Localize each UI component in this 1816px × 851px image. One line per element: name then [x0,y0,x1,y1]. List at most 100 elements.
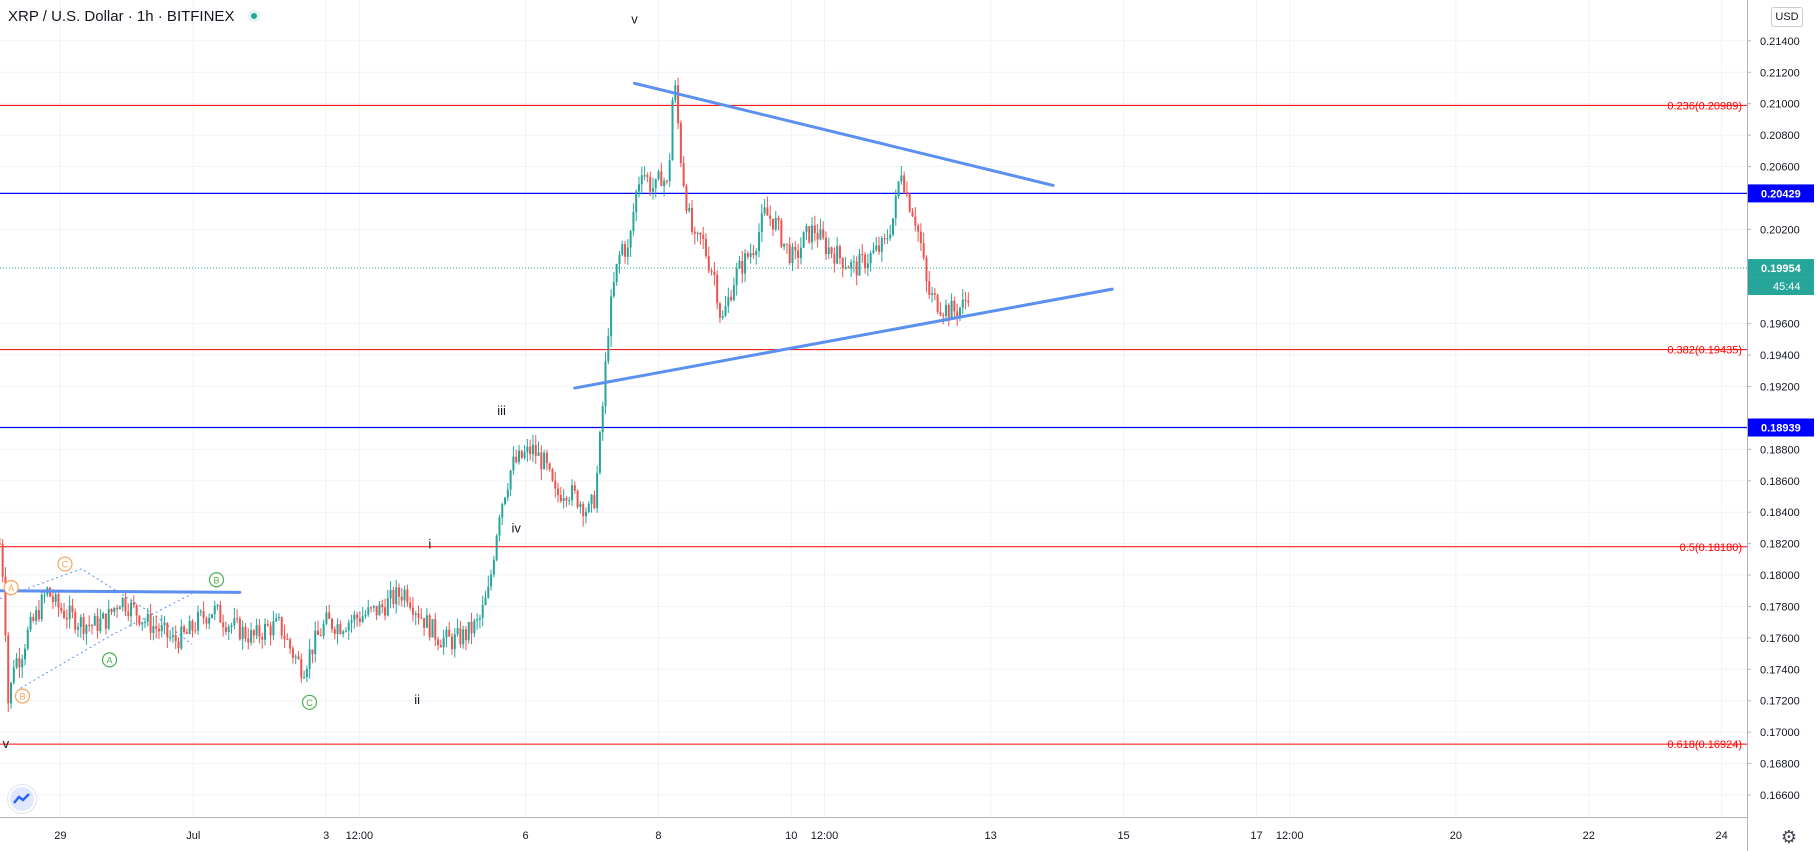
candle [294,654,297,665]
candle [88,615,91,632]
candle [434,612,437,647]
candle-body [769,215,772,219]
candle [185,628,188,635]
time-axis-panel [0,817,1747,851]
candle-body [596,472,599,509]
candle-body [258,625,261,637]
candle [626,239,629,265]
candle-body [931,293,934,295]
price-tick-label: 0.18200 [1760,539,1800,551]
candle [210,613,213,619]
candle-body [51,596,54,602]
currency-button[interactable]: USD [1771,7,1803,27]
candle [520,449,523,460]
candle [501,502,504,526]
price-tick-label: 0.19400 [1760,350,1800,362]
candle-body [272,621,275,636]
candle-body [400,596,403,601]
time-tick-label: Jul [186,830,200,842]
candle [266,619,269,627]
candle [827,237,830,260]
price-tick-label: 0.17800 [1760,601,1800,613]
candle [107,599,110,631]
current-price-tag: 0.19954 [1748,259,1814,278]
candle [774,211,777,232]
candle [199,609,202,617]
candle [375,605,378,621]
candle [657,169,660,181]
candle [171,626,174,643]
candle-body [347,622,350,631]
candle-body [10,682,13,704]
candle-body [319,635,322,637]
candle [297,651,300,660]
candle [127,603,130,622]
candle-body [127,611,130,617]
candle-body [82,617,85,634]
candle-body [395,587,398,605]
candle-body [551,469,554,481]
candle [350,614,353,633]
candle-body [135,605,138,616]
candle [442,629,445,655]
candle-body [869,253,872,264]
candle [29,612,32,633]
candle-body [704,238,707,257]
wave-label-text: A [107,655,113,665]
candle-body [26,629,29,649]
candle [403,585,406,608]
candle-body [763,207,766,214]
candle [322,619,325,640]
candle [651,177,654,200]
candle-body [649,177,652,192]
candle [484,590,487,606]
countdown-bg [1748,277,1814,296]
candle-body [79,617,82,628]
candle [509,469,512,497]
candle-body [188,621,191,634]
candle [163,616,166,635]
candle-body [858,254,861,276]
candle-body [707,256,710,271]
candlesticks [0,77,970,712]
candle [96,608,99,639]
candle [607,328,610,365]
candle [233,607,236,630]
candle [922,232,925,261]
candle-body [498,517,501,536]
candle-body [93,616,96,626]
candle [93,613,96,626]
gear-icon[interactable]: ⚙ [1780,827,1798,847]
candle [663,177,666,197]
candle [183,624,186,635]
candle-body [99,618,102,632]
wave-label-circled: C [301,694,318,710]
candle-body [635,191,638,213]
candle [721,310,724,320]
wave-label-text: B [19,692,25,702]
candle-body [12,667,15,683]
tradingview-logo-icon[interactable] [7,784,37,814]
candle [788,236,791,266]
candle-body [696,232,699,234]
candle-body [65,617,68,620]
candle-body [487,586,490,598]
candle-body [495,535,498,560]
candle [565,495,568,508]
candle-body [917,225,920,232]
candle-body [919,231,922,244]
candle [146,608,149,627]
candle [356,611,359,627]
candle-body [456,628,459,635]
candle [568,496,571,506]
candle-body [116,607,119,610]
candle [911,208,914,218]
candle-body [657,171,660,180]
candle-body [886,238,889,240]
candle-body [838,246,841,259]
chart-title: XRP / U.S. Dollar · 1h · BITFINEX [8,6,261,26]
candle [464,625,467,651]
candle-body [121,597,124,608]
candle [562,489,565,509]
